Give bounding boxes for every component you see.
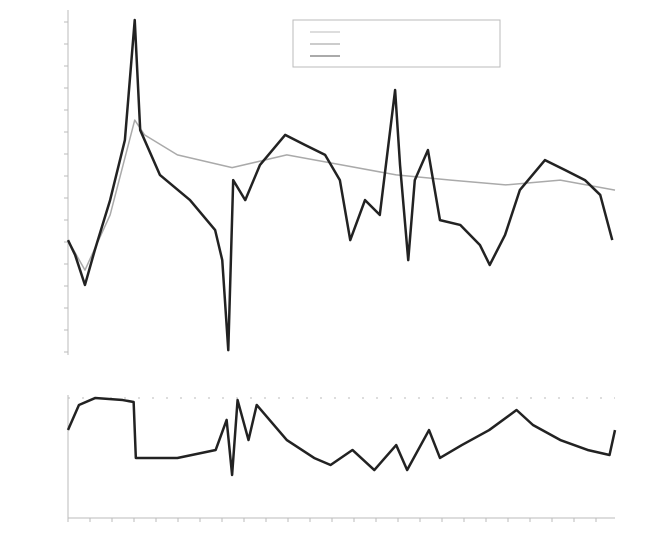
data-line (67, 119, 616, 271)
data-line (66, 18, 614, 352)
legend-box (292, 19, 501, 68)
data-line (66, 396, 617, 477)
